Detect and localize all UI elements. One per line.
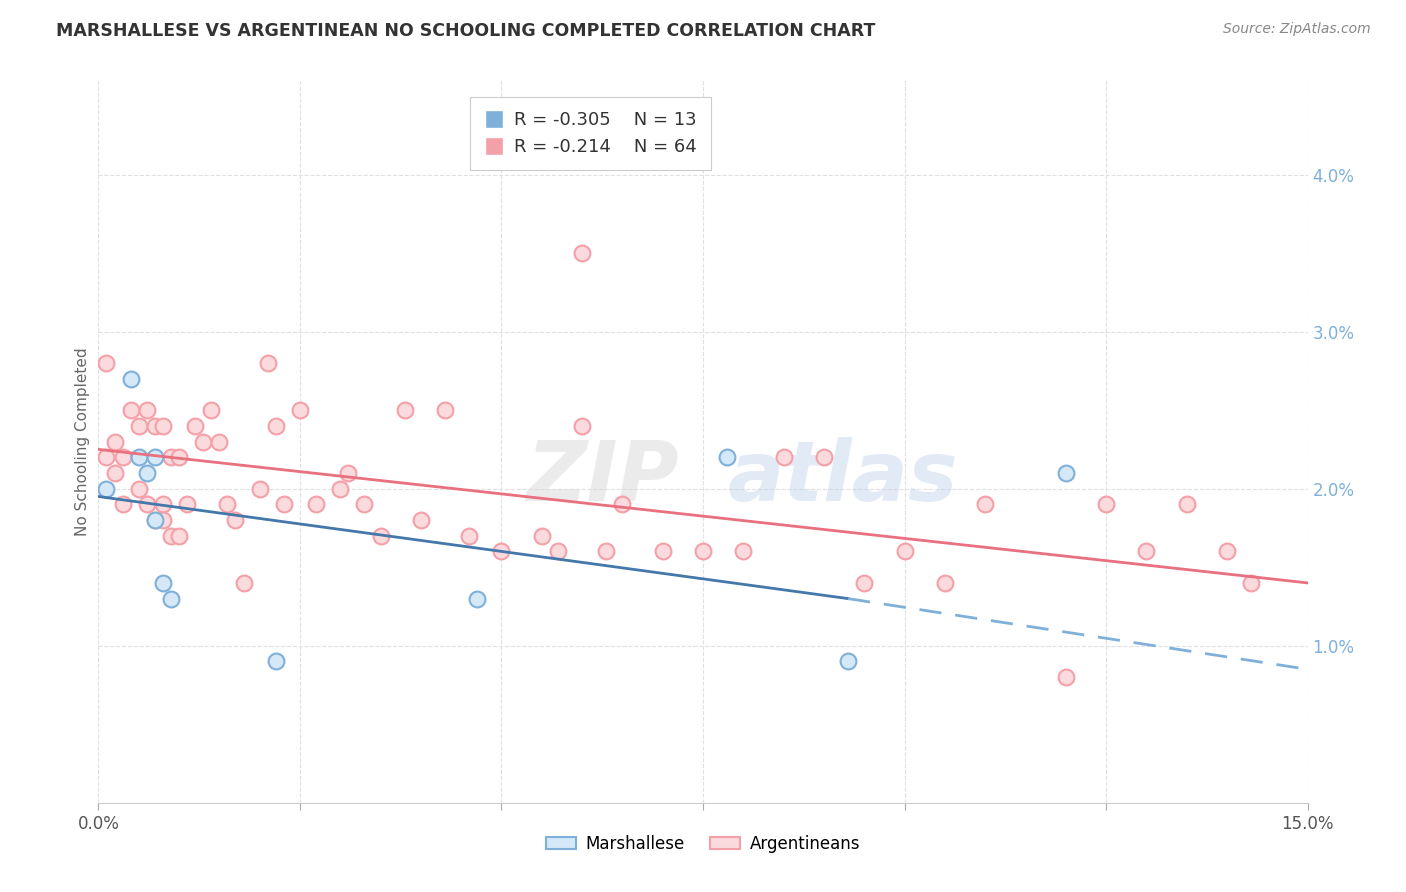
Point xyxy=(329,482,352,496)
Point xyxy=(772,450,794,465)
Point xyxy=(152,575,174,590)
Point xyxy=(120,403,142,417)
Point xyxy=(120,372,142,386)
Point xyxy=(167,529,190,543)
Point xyxy=(135,403,157,417)
Text: ZIP: ZIP xyxy=(526,437,679,518)
Point xyxy=(409,513,432,527)
Point xyxy=(160,450,183,465)
Point xyxy=(143,513,166,527)
Legend: Marshallese, Argentineans: Marshallese, Argentineans xyxy=(538,828,868,860)
Point xyxy=(128,482,150,496)
Text: Source: ZipAtlas.com: Source: ZipAtlas.com xyxy=(1223,22,1371,37)
Point xyxy=(934,575,956,590)
Point xyxy=(1175,497,1198,511)
Point xyxy=(143,450,166,465)
Point xyxy=(111,450,134,465)
Point xyxy=(491,544,513,558)
Point xyxy=(370,529,392,543)
Point xyxy=(733,544,755,558)
Point xyxy=(128,450,150,465)
Point xyxy=(974,497,997,511)
Point xyxy=(96,450,118,465)
Point xyxy=(337,466,360,480)
Point xyxy=(1054,466,1077,480)
Point xyxy=(651,544,673,558)
Point xyxy=(465,591,488,606)
Point xyxy=(200,403,222,417)
Point xyxy=(103,466,125,480)
Point xyxy=(135,497,157,511)
Point xyxy=(1095,497,1118,511)
Point xyxy=(264,418,287,433)
Point xyxy=(893,544,915,558)
Point xyxy=(273,497,295,511)
Point xyxy=(264,655,287,669)
Point xyxy=(837,655,859,669)
Point xyxy=(1240,575,1263,590)
Point xyxy=(305,497,328,511)
Point xyxy=(152,497,174,511)
Text: MARSHALLESE VS ARGENTINEAN NO SCHOOLING COMPLETED CORRELATION CHART: MARSHALLESE VS ARGENTINEAN NO SCHOOLING … xyxy=(56,22,876,40)
Point xyxy=(1054,670,1077,684)
Point xyxy=(1216,544,1239,558)
Point xyxy=(571,418,593,433)
Point xyxy=(143,513,166,527)
Point xyxy=(193,434,215,449)
Point xyxy=(128,418,150,433)
Point xyxy=(224,513,246,527)
Point xyxy=(96,356,118,370)
Point xyxy=(394,403,416,417)
Point xyxy=(160,591,183,606)
Point xyxy=(530,529,553,543)
Point xyxy=(96,482,118,496)
Point xyxy=(160,529,183,543)
Point xyxy=(217,497,239,511)
Point xyxy=(143,418,166,433)
Point xyxy=(458,529,481,543)
Point xyxy=(547,544,569,558)
Point xyxy=(167,450,190,465)
Point xyxy=(434,403,457,417)
Point xyxy=(716,450,738,465)
Text: atlas: atlas xyxy=(727,437,957,518)
Point xyxy=(595,544,617,558)
Point xyxy=(813,450,835,465)
Y-axis label: No Schooling Completed: No Schooling Completed xyxy=(75,347,90,536)
Point xyxy=(288,403,311,417)
Point xyxy=(135,466,157,480)
Point xyxy=(208,434,231,449)
Point xyxy=(249,482,271,496)
Point xyxy=(353,497,375,511)
Point xyxy=(232,575,254,590)
Point xyxy=(612,497,634,511)
Point xyxy=(152,513,174,527)
Point xyxy=(692,544,714,558)
Point xyxy=(176,497,198,511)
Point xyxy=(103,434,125,449)
Point xyxy=(256,356,278,370)
Point xyxy=(1135,544,1157,558)
Point xyxy=(111,497,134,511)
Point xyxy=(152,418,174,433)
Point xyxy=(853,575,876,590)
Point xyxy=(184,418,207,433)
Point xyxy=(571,246,593,260)
